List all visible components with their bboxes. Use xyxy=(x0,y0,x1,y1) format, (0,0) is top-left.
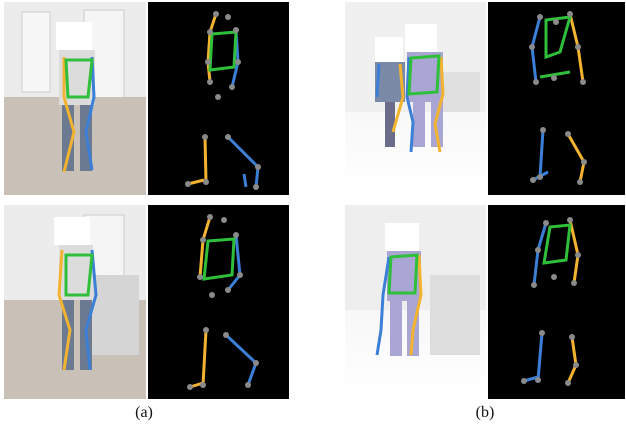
skeleton-b-top xyxy=(488,2,625,195)
skeleton-b-bottom xyxy=(488,205,625,399)
caption-b: (b) xyxy=(475,404,495,421)
caption-a: (a) xyxy=(135,404,153,421)
photo-b-top xyxy=(345,2,486,195)
photo-a-top xyxy=(4,2,146,195)
skeleton-a-top xyxy=(148,2,289,195)
skeleton-a-bottom xyxy=(148,205,289,399)
photo-b-bottom xyxy=(345,205,486,399)
photo-a-bottom xyxy=(4,205,146,399)
